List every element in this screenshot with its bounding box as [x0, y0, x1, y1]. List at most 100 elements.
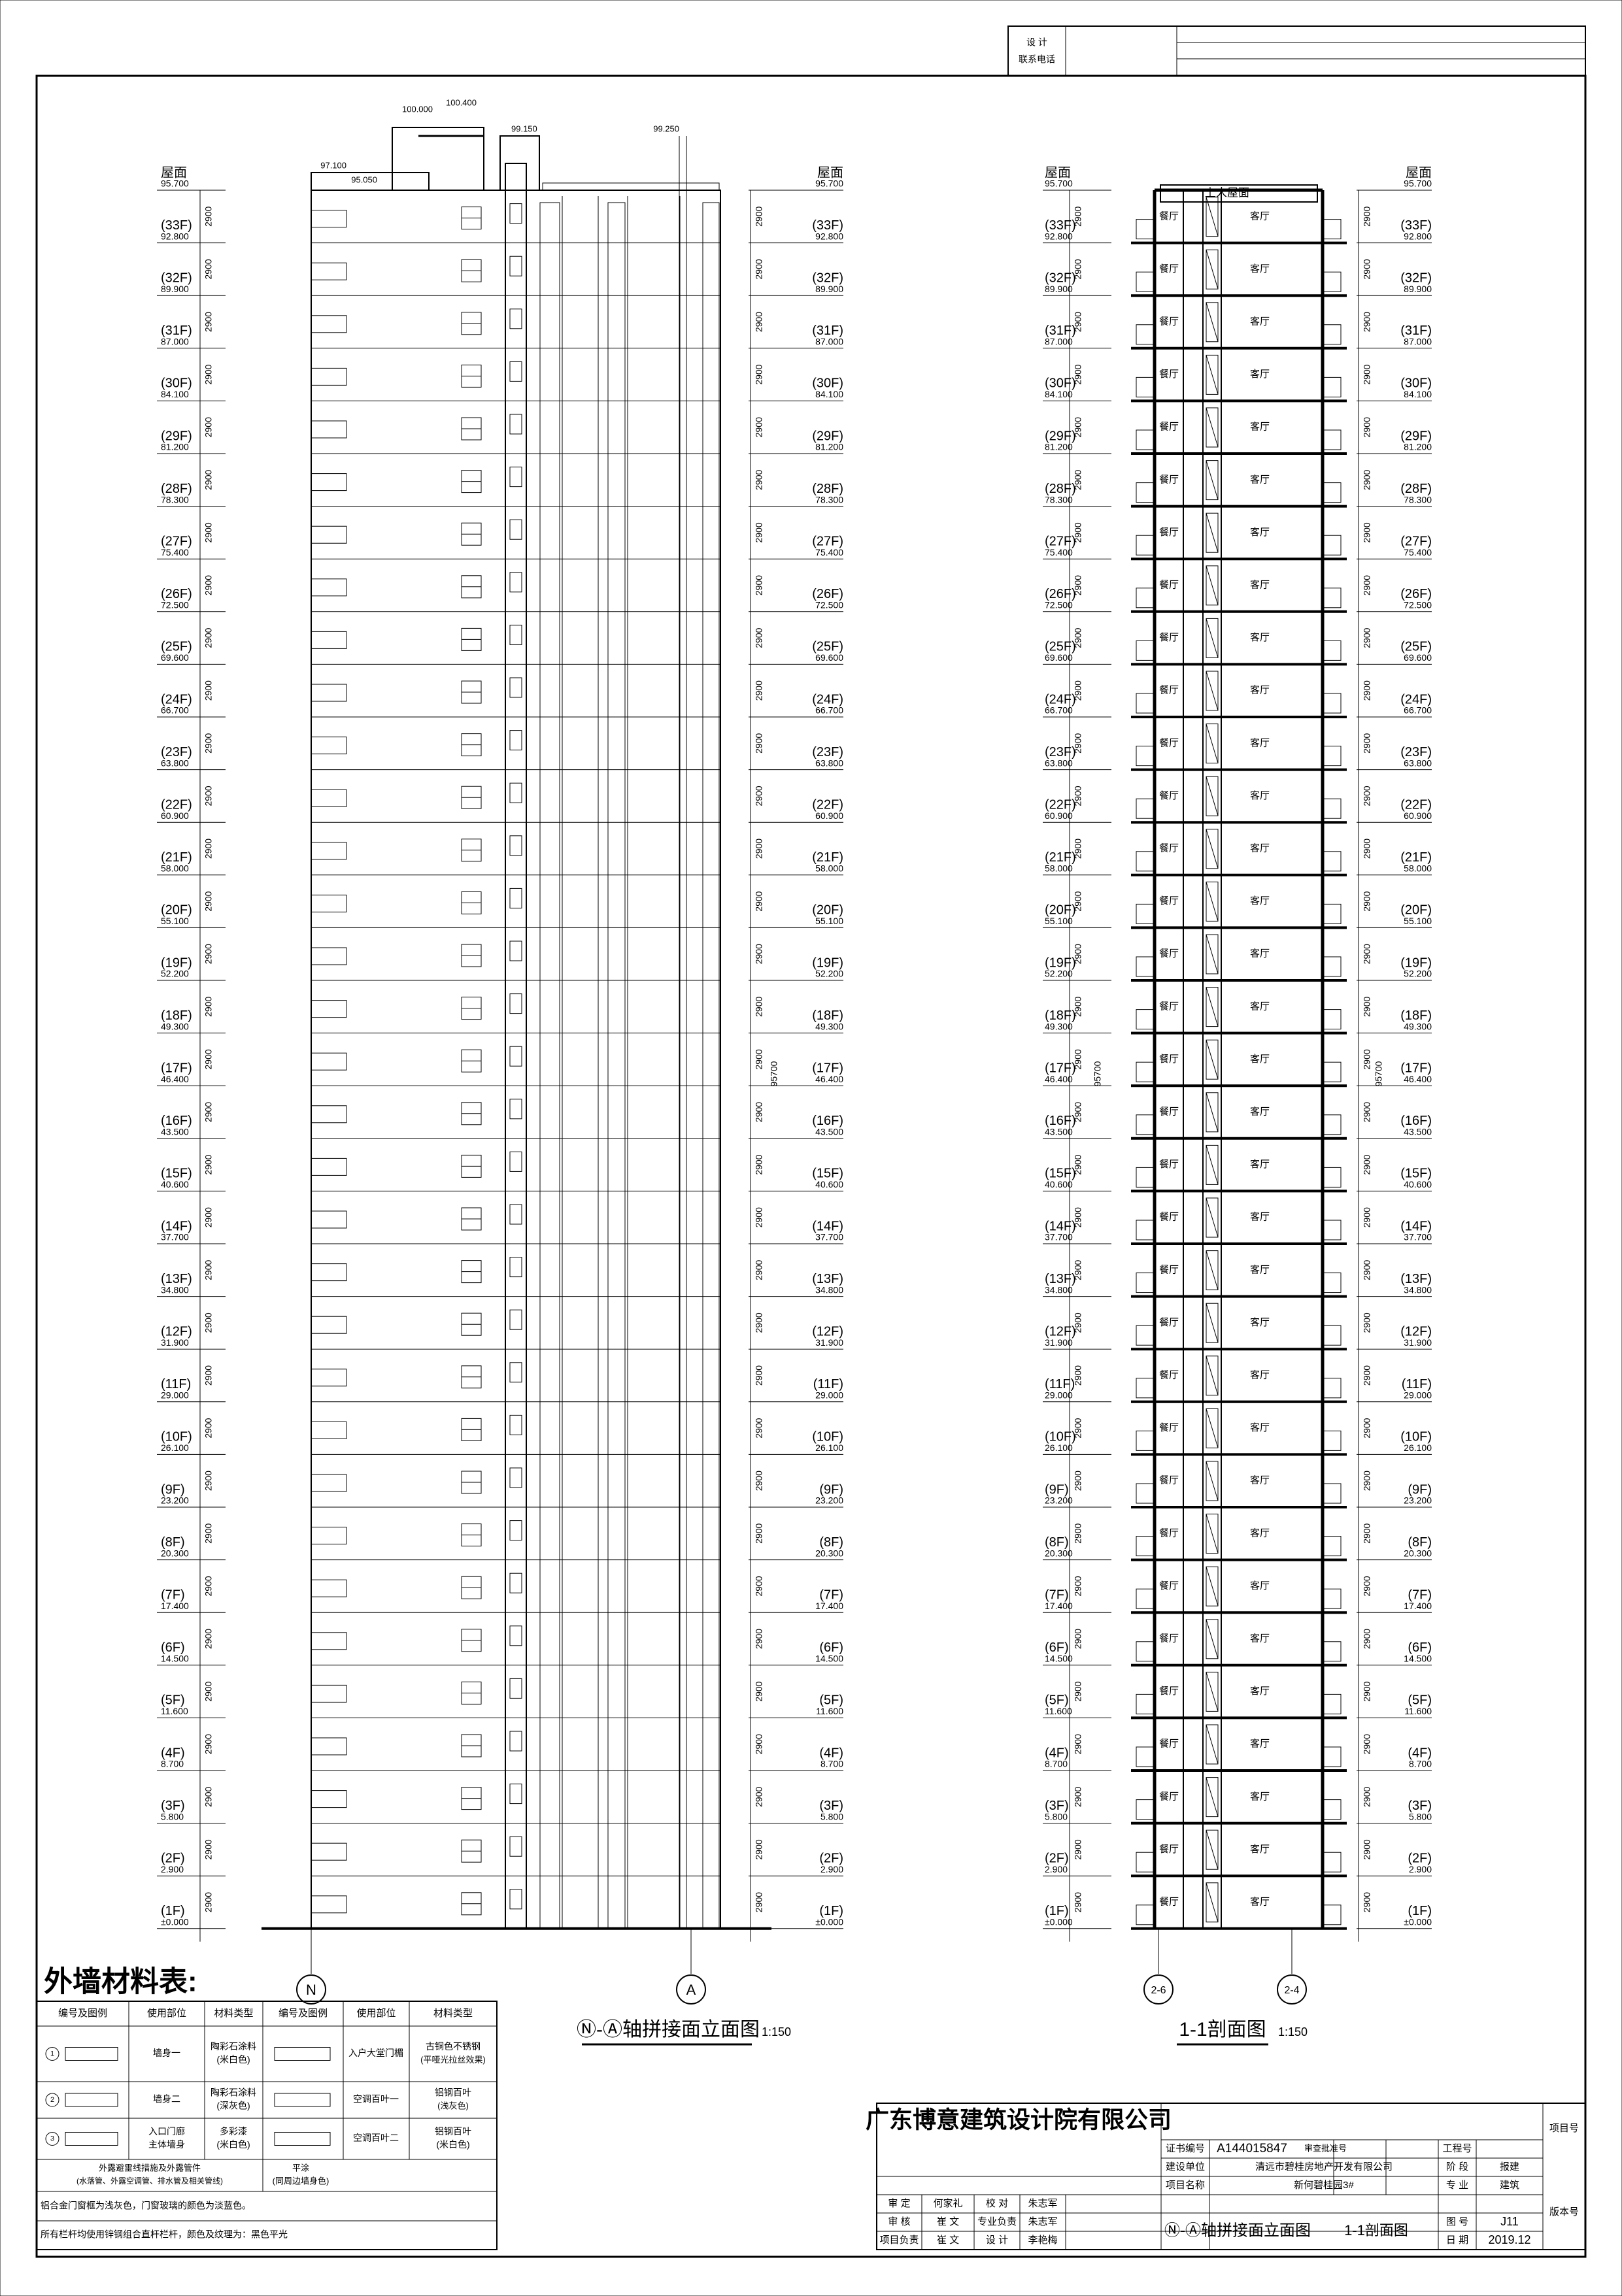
railing — [1322, 271, 1342, 292]
title-block-text: 版本号 — [1549, 2206, 1579, 2218]
material-part: 主体墙身 — [148, 2139, 185, 2150]
balcony — [311, 1263, 347, 1282]
railing — [1136, 1378, 1155, 1399]
level-name: (30F) — [1045, 376, 1076, 391]
door-swing — [1206, 776, 1219, 816]
dimension-text: 2900 — [203, 997, 214, 1017]
railing — [1136, 1852, 1155, 1872]
title-block-text: Ⓝ-Ⓐ轴拼接面立面图 — [1164, 2221, 1311, 2239]
dimension-text: 2900 — [203, 839, 214, 859]
room-label: 餐厅 — [1159, 1264, 1179, 1275]
railing — [1136, 1799, 1155, 1820]
dimension-text: 2900 — [754, 680, 764, 701]
dimension-text: 2900 — [203, 522, 214, 542]
level-name: 屋面 — [817, 165, 843, 180]
header-label: 设 计 — [1026, 37, 1047, 48]
material-type: (米白色) — [216, 2054, 250, 2065]
balcony — [311, 1790, 347, 1808]
dimension-text: 2900 — [1362, 1681, 1372, 1701]
title-block-text: 专业负责 — [977, 2216, 1017, 2227]
dimension-text: 2900 — [1073, 786, 1083, 806]
door — [1206, 618, 1219, 658]
stair-window — [509, 467, 522, 488]
level-name: (18F) — [1045, 1008, 1076, 1023]
railing — [1322, 219, 1342, 240]
room-label: 餐厅 — [1159, 1159, 1179, 1170]
level-name: (14F) — [812, 1219, 843, 1233]
dimension-text: 2900 — [203, 417, 214, 437]
railing — [1136, 535, 1155, 556]
stair-window — [509, 624, 522, 645]
title-block-text: 崔 文 — [937, 2235, 959, 2246]
level-elevation: 2.900 — [820, 1864, 843, 1874]
axis-bubble — [296, 1974, 326, 2005]
room-label: 餐厅 — [1159, 948, 1179, 959]
room-label: 餐厅 — [1159, 895, 1179, 907]
title-block-text: 建设单位 — [1166, 2161, 1205, 2172]
level-name: (4F) — [1408, 1746, 1432, 1760]
dimension-text: 2900 — [754, 1839, 764, 1859]
railing — [1136, 693, 1155, 714]
railing — [1322, 1273, 1342, 1293]
stair-window — [509, 1414, 522, 1435]
dimension-text: 2900 — [754, 259, 764, 279]
stair-window — [509, 361, 522, 382]
level-elevation: 11.600 — [816, 1706, 843, 1716]
room-label: 客厅 — [1250, 895, 1270, 907]
door-swing — [1206, 829, 1219, 869]
railing — [1136, 851, 1155, 872]
balcony — [311, 1737, 347, 1755]
level-elevation: 14.500 — [1045, 1654, 1073, 1664]
railing — [1322, 1536, 1342, 1557]
level-name: (26F) — [1400, 587, 1432, 601]
room-label: 客厅 — [1250, 737, 1270, 748]
dimension-text: 2900 — [1362, 1787, 1372, 1807]
title-block-text: 何家礼 — [933, 2198, 962, 2209]
door-swing — [1206, 1145, 1219, 1185]
balcony — [311, 1579, 347, 1597]
dimension-text: 2900 — [754, 1154, 764, 1174]
railing — [1136, 1061, 1155, 1082]
level-elevation: ±0.000 — [161, 1917, 189, 1927]
level-elevation: 52.200 — [815, 969, 843, 979]
level-name: (32F) — [161, 271, 192, 285]
dimension-text: 2900 — [203, 1418, 214, 1438]
level-elevation: 34.800 — [815, 1284, 843, 1295]
level-elevation: 66.700 — [161, 705, 189, 716]
level-elevation: 26.100 — [815, 1442, 843, 1453]
level-name: (9F) — [1408, 1482, 1432, 1497]
dimension-text: 2900 — [1362, 1365, 1372, 1386]
door-swing — [1206, 882, 1219, 922]
axis-bubble — [1143, 1974, 1174, 2005]
level-elevation: 63.800 — [1045, 757, 1073, 768]
title-block-text: 朱志军 — [1028, 2198, 1057, 2209]
dimension-text: 2900 — [1362, 1629, 1372, 1649]
railing — [1136, 1588, 1155, 1609]
room-label: 餐厅 — [1159, 737, 1179, 748]
dimension-text: 2900 — [1362, 522, 1372, 542]
level-name: (19F) — [1400, 956, 1432, 970]
dimension-text: 2900 — [203, 1892, 214, 1912]
company-name: 广东博意建筑设计院有限公司 — [866, 2106, 1172, 2133]
level-elevation: 78.300 — [1045, 494, 1073, 505]
level-elevation: 37.700 — [1404, 1232, 1432, 1242]
level-elevation: 23.200 — [1404, 1495, 1432, 1506]
balcony — [311, 1210, 347, 1229]
railing — [1322, 1905, 1342, 1925]
level-name: (1F) — [1045, 1904, 1069, 1918]
room-label: 客厅 — [1250, 948, 1270, 959]
axis-label: A — [686, 1982, 696, 1998]
room-label: 餐厅 — [1159, 1212, 1179, 1223]
level-name: (16F) — [1400, 1114, 1432, 1128]
door-swing — [1206, 513, 1219, 553]
railing — [1136, 1325, 1155, 1346]
view-scale: 1:150 — [762, 2025, 791, 2038]
dimension-text: 2900 — [754, 417, 764, 437]
dimension-text: 2900 — [1073, 1154, 1083, 1174]
balcony — [311, 631, 347, 649]
dimension-text: 2900 — [203, 1839, 214, 1859]
dimension-text: 2900 — [1073, 1102, 1083, 1122]
level-name: (2F) — [161, 1851, 185, 1865]
level-name: (5F) — [1045, 1693, 1069, 1708]
stair-window — [509, 1362, 522, 1383]
